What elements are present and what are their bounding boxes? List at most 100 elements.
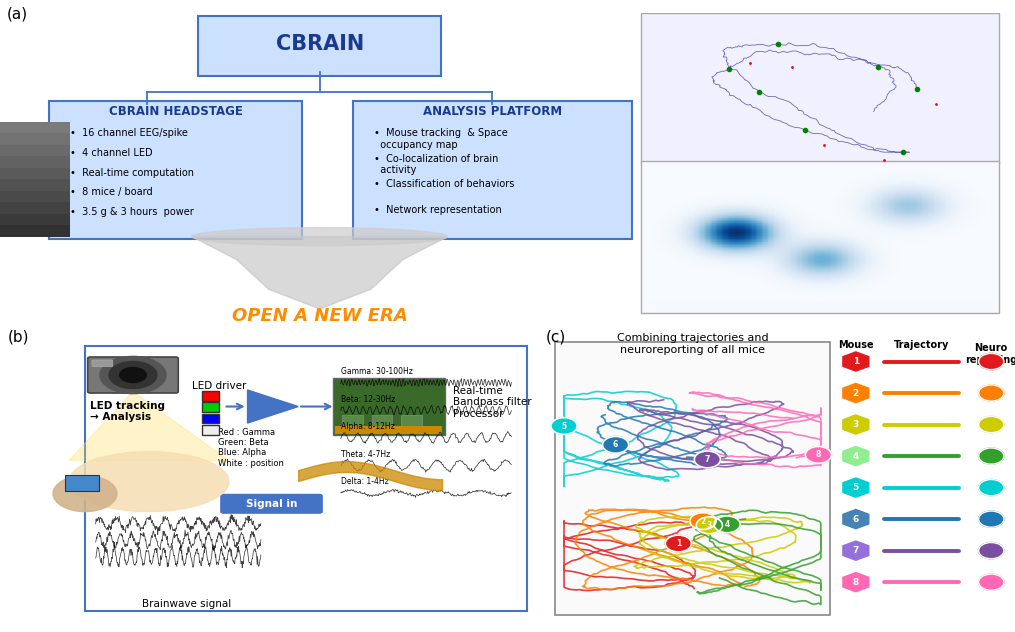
Circle shape xyxy=(696,517,723,534)
FancyBboxPatch shape xyxy=(342,415,363,428)
Text: Beta: 12-30Hz: Beta: 12-30Hz xyxy=(341,394,395,404)
FancyBboxPatch shape xyxy=(0,121,70,133)
Circle shape xyxy=(978,542,1004,559)
Text: 5: 5 xyxy=(561,422,566,430)
Text: •  4 channel LED: • 4 channel LED xyxy=(70,148,153,158)
Circle shape xyxy=(978,385,1004,401)
Text: •  Co-localization of brain
  activity: • Co-localization of brain activity xyxy=(375,154,498,176)
Text: •  16 channel EEG/spike: • 16 channel EEG/spike xyxy=(70,128,188,138)
Polygon shape xyxy=(842,352,869,371)
Text: CBRAIN HEADSTAGE: CBRAIN HEADSTAGE xyxy=(109,106,243,118)
Circle shape xyxy=(978,574,1004,590)
Text: 1: 1 xyxy=(676,539,681,548)
FancyBboxPatch shape xyxy=(353,101,631,240)
Text: 3: 3 xyxy=(706,521,712,530)
FancyBboxPatch shape xyxy=(87,357,179,393)
Text: 6: 6 xyxy=(613,441,618,449)
Polygon shape xyxy=(842,509,869,529)
Text: Gamma: 30-100Hz: Gamma: 30-100Hz xyxy=(341,367,413,376)
FancyBboxPatch shape xyxy=(92,360,113,367)
FancyBboxPatch shape xyxy=(202,425,219,435)
Circle shape xyxy=(978,511,1004,527)
Text: •  Classification of behaviors: • Classification of behaviors xyxy=(375,179,515,190)
FancyBboxPatch shape xyxy=(371,415,393,428)
Text: LED tracking
→ Analysis: LED tracking → Analysis xyxy=(90,401,165,422)
FancyBboxPatch shape xyxy=(0,156,70,167)
Text: ANALYSIS PLATFORM: ANALYSIS PLATFORM xyxy=(423,106,562,118)
Circle shape xyxy=(805,446,831,463)
FancyBboxPatch shape xyxy=(554,342,830,615)
FancyBboxPatch shape xyxy=(198,16,442,76)
Text: Trajectory: Trajectory xyxy=(893,341,949,351)
Text: 1: 1 xyxy=(853,357,859,366)
Text: 8: 8 xyxy=(816,451,821,459)
Text: Theta: 4-7Hz: Theta: 4-7Hz xyxy=(341,450,390,459)
FancyBboxPatch shape xyxy=(202,414,219,423)
Circle shape xyxy=(978,448,1004,464)
Circle shape xyxy=(603,437,628,453)
FancyBboxPatch shape xyxy=(65,475,99,491)
Polygon shape xyxy=(842,478,869,497)
Text: •  8 mice / board: • 8 mice / board xyxy=(70,187,153,197)
Text: 7: 7 xyxy=(704,455,710,464)
Text: •  Network representation: • Network representation xyxy=(375,205,501,215)
Text: Mouse: Mouse xyxy=(838,341,874,351)
Circle shape xyxy=(978,416,1004,433)
FancyBboxPatch shape xyxy=(202,403,219,412)
Text: (c): (c) xyxy=(545,330,565,345)
Text: Alpha: 8-12Hz: Alpha: 8-12Hz xyxy=(341,422,395,431)
Text: Brainwave signal: Brainwave signal xyxy=(142,599,230,609)
Circle shape xyxy=(120,368,146,382)
FancyBboxPatch shape xyxy=(640,161,999,313)
Text: Signal in: Signal in xyxy=(246,499,297,509)
Circle shape xyxy=(551,418,578,434)
Text: 7: 7 xyxy=(853,546,859,555)
Text: LED driver: LED driver xyxy=(192,381,246,391)
Circle shape xyxy=(665,535,691,552)
Text: 4: 4 xyxy=(725,520,730,529)
Text: 4: 4 xyxy=(853,452,859,461)
FancyBboxPatch shape xyxy=(401,415,422,428)
Text: (a): (a) xyxy=(6,6,27,21)
FancyBboxPatch shape xyxy=(0,179,70,191)
FancyBboxPatch shape xyxy=(0,133,70,145)
Polygon shape xyxy=(842,541,869,560)
Text: Real-time
Bandpass filter
Processor: Real-time Bandpass filter Processor xyxy=(453,386,531,419)
Text: CBRAIN: CBRAIN xyxy=(276,34,363,54)
Polygon shape xyxy=(842,415,869,434)
Text: (b): (b) xyxy=(8,330,29,345)
FancyBboxPatch shape xyxy=(0,191,70,202)
Circle shape xyxy=(53,475,117,512)
Text: Neuro
reporting: Neuro reporting xyxy=(965,344,1015,365)
Polygon shape xyxy=(842,384,869,403)
Text: Delta: 1-4Hz: Delta: 1-4Hz xyxy=(341,477,389,487)
FancyBboxPatch shape xyxy=(0,121,70,236)
Text: 6: 6 xyxy=(853,514,859,523)
Text: 2: 2 xyxy=(700,516,705,526)
Polygon shape xyxy=(842,446,869,466)
Text: •  3.5 g & 3 hours  power: • 3.5 g & 3 hours power xyxy=(70,207,194,217)
Circle shape xyxy=(109,362,157,389)
Polygon shape xyxy=(192,236,448,309)
FancyBboxPatch shape xyxy=(0,225,70,236)
Text: 8: 8 xyxy=(853,578,859,586)
Text: OPEN A NEW ERA: OPEN A NEW ERA xyxy=(231,307,408,325)
Polygon shape xyxy=(69,392,228,461)
FancyBboxPatch shape xyxy=(0,202,70,214)
Polygon shape xyxy=(842,573,869,592)
Circle shape xyxy=(694,451,721,468)
FancyBboxPatch shape xyxy=(202,391,219,401)
Circle shape xyxy=(978,353,1004,370)
Text: •  Mouse tracking  & Space
  occupancy map: • Mouse tracking & Space occupancy map xyxy=(375,128,508,150)
FancyBboxPatch shape xyxy=(640,13,999,164)
Text: 3: 3 xyxy=(853,420,859,429)
Text: Combining trajectories and
neuroreporting of all mice: Combining trajectories and neuroreportin… xyxy=(617,333,768,355)
Ellipse shape xyxy=(69,451,229,512)
Circle shape xyxy=(978,480,1004,495)
FancyBboxPatch shape xyxy=(50,101,302,240)
FancyBboxPatch shape xyxy=(335,426,442,434)
Text: 2: 2 xyxy=(853,389,859,398)
Circle shape xyxy=(99,356,166,394)
FancyBboxPatch shape xyxy=(0,214,70,225)
FancyBboxPatch shape xyxy=(333,378,445,435)
